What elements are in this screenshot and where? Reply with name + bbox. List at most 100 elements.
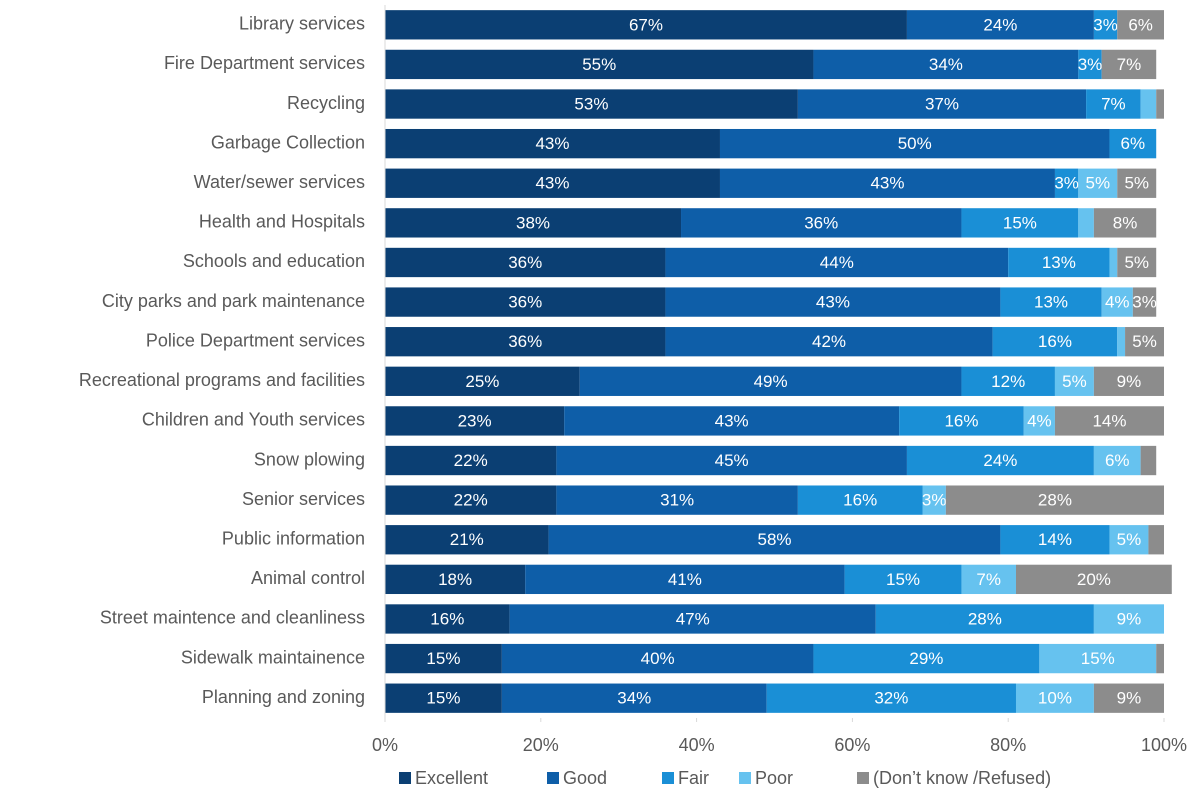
bar-segment	[1015, 683, 1094, 713]
data-label: 15%	[426, 649, 460, 668]
category-label: Snow plowing	[254, 449, 365, 469]
data-label: 16%	[843, 491, 877, 510]
x-tick-label: 80%	[990, 735, 1026, 755]
data-label: 6%	[1128, 15, 1153, 34]
bar-segment	[385, 128, 720, 159]
category-label: Public information	[222, 529, 365, 549]
category-label: Garbage Collection	[211, 132, 365, 152]
category-label: Library services	[239, 14, 365, 34]
data-label: 15%	[1081, 649, 1115, 668]
category-label: Senior services	[242, 489, 365, 509]
bar-segment	[385, 643, 502, 674]
bar-segment	[385, 564, 526, 595]
bar-segment	[1140, 89, 1157, 119]
bar-segment	[665, 287, 1001, 317]
bar-segment	[922, 485, 946, 515]
bar-segment	[1156, 643, 1164, 674]
bar-segment	[906, 445, 1094, 476]
data-label: 41%	[668, 570, 702, 589]
data-label: 36%	[508, 253, 542, 272]
bar-segment	[385, 168, 720, 198]
data-label: 13%	[1034, 293, 1068, 312]
data-label: 16%	[430, 609, 464, 628]
data-label: 3%	[1093, 15, 1118, 34]
bar-segment	[1109, 128, 1157, 159]
data-label: 58%	[757, 530, 791, 549]
data-label: 32%	[874, 689, 908, 708]
data-label: 8%	[1113, 213, 1138, 232]
bar-segment	[1023, 406, 1055, 436]
bar-segment	[797, 89, 1087, 119]
bar-segment	[1086, 89, 1141, 119]
x-tick-label: 100%	[1141, 735, 1187, 755]
data-label: 24%	[983, 15, 1017, 34]
bar-segment	[1101, 287, 1133, 317]
data-label: 15%	[1003, 213, 1037, 232]
category-label: City parks and park maintenance	[102, 291, 365, 311]
bar-segment	[1140, 445, 1157, 476]
data-label: 15%	[886, 570, 920, 589]
data-label: 20%	[1077, 570, 1111, 589]
bar-segment	[501, 643, 814, 674]
data-label: 37%	[925, 95, 959, 114]
category-label: Animal control	[251, 568, 365, 588]
bar-segment	[525, 564, 845, 595]
bar-segment	[1117, 168, 1157, 198]
bar-segment	[813, 49, 1079, 80]
bar-segment	[385, 683, 502, 713]
bar-segment	[1148, 525, 1164, 555]
bar-segment	[1078, 208, 1094, 238]
data-label: 3%	[1054, 174, 1079, 193]
data-label: 6%	[1121, 134, 1146, 153]
bar-segment	[1054, 366, 1094, 396]
data-label: 5%	[1085, 174, 1110, 193]
legend-swatch	[547, 772, 559, 784]
category-label: Street maintence and cleanliness	[100, 608, 365, 628]
bar-segment	[548, 525, 1001, 555]
data-label: 25%	[465, 372, 499, 391]
bar-segment	[385, 287, 666, 317]
bar-segment	[1093, 445, 1141, 476]
bar-segment	[1008, 247, 1110, 278]
category-label: Schools and education	[183, 251, 365, 271]
bar-segment	[385, 406, 565, 436]
data-label: 14%	[1038, 530, 1072, 549]
legend-label: Poor	[755, 768, 793, 788]
data-label: 43%	[870, 174, 904, 193]
data-label: 43%	[816, 293, 850, 312]
data-label: 5%	[1124, 253, 1149, 272]
data-label: 36%	[804, 213, 838, 232]
bar-segment	[813, 643, 1040, 674]
bar-segment	[385, 10, 907, 40]
data-label: 44%	[820, 253, 854, 272]
data-label: 4%	[1027, 411, 1052, 430]
data-label: 12%	[991, 372, 1025, 391]
bar-segment	[564, 406, 900, 436]
data-label: 22%	[454, 491, 488, 510]
bar-segment	[945, 485, 1164, 515]
bar-segment	[1109, 247, 1118, 278]
bar-segment	[385, 366, 580, 396]
data-label: 13%	[1042, 253, 1076, 272]
x-tick-label: 20%	[523, 735, 559, 755]
bar-segment	[1078, 168, 1118, 198]
data-label: 10%	[1038, 689, 1072, 708]
data-label: 47%	[676, 609, 710, 628]
legend-label: Fair	[678, 768, 709, 788]
data-label: 3%	[1078, 55, 1103, 74]
bar-segment	[509, 604, 876, 634]
bar-segment	[961, 366, 1055, 396]
bar-segment	[766, 683, 1016, 713]
data-label: 4%	[1105, 293, 1130, 312]
data-label: 49%	[754, 372, 788, 391]
bar-segment	[1093, 10, 1118, 40]
bar-segment	[385, 604, 510, 634]
bar-segment	[385, 485, 557, 515]
bar-segment	[1117, 327, 1126, 357]
legend-label: Excellent	[415, 768, 488, 788]
data-label: 34%	[929, 55, 963, 74]
data-label: 31%	[660, 491, 694, 510]
bar-segment	[385, 89, 798, 119]
bar-segment	[1078, 49, 1102, 80]
